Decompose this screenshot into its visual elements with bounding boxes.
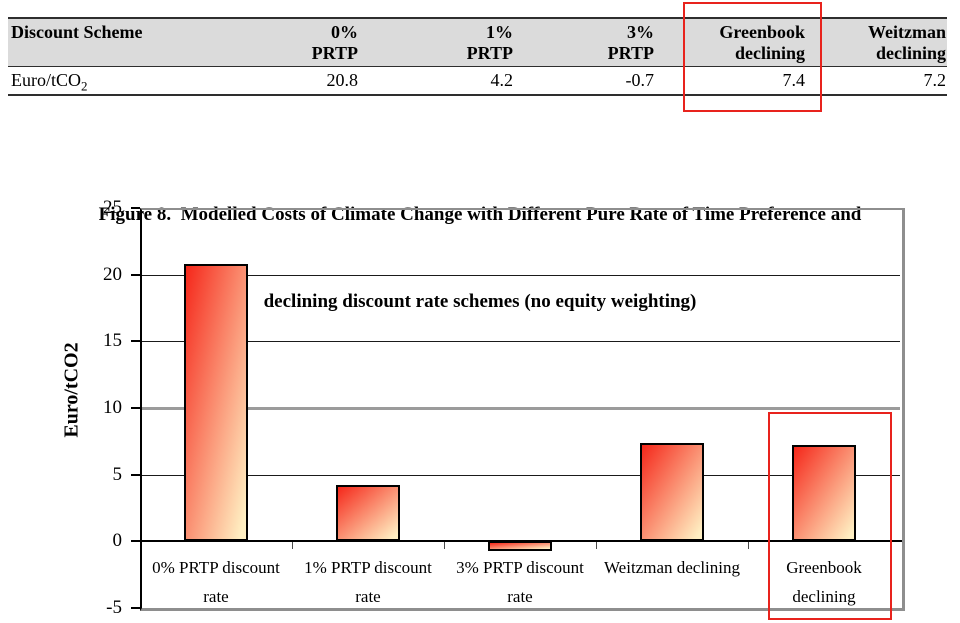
category-label-4: Weitzman declining [587, 553, 757, 582]
table-value-0-prtp: 20.8 [326, 70, 359, 90]
column-header-line1: Greenbook [719, 22, 805, 42]
y-tick-label-15: 15 [103, 330, 122, 352]
y-tick-label-5: 5 [112, 463, 123, 485]
row-label-subscript: 2 [81, 78, 88, 94]
gridline-10 [142, 407, 900, 410]
category-label-line: 3% PRTP discount [456, 558, 584, 577]
y-tick-label--5: -5 [106, 597, 122, 618]
category-label-line: Greenbook [786, 558, 862, 577]
x-tick-mark-3 [596, 541, 597, 550]
y-axis-title: Euro/tCO2 [60, 342, 83, 438]
y-tick-mark-25 [131, 207, 140, 209]
bar-greenbook-declining [792, 445, 856, 542]
category-label-1: 0% PRTP discount rate [131, 553, 301, 611]
discount-scheme-table: Discount Scheme 0% PRTP 1% PRTP 3% PRTP … [8, 17, 947, 96]
category-label-line: rate [203, 587, 229, 606]
column-header-line1: Weitzman [868, 22, 946, 42]
category-label-line: rate [355, 587, 381, 606]
bar-0-prtp-discount-rate [184, 264, 248, 542]
column-header-line2: declining [875, 43, 946, 63]
table-value-greenbook: 7.4 [782, 70, 806, 90]
row-label-text: Euro/tCO [11, 70, 81, 90]
category-label-line: rate [507, 587, 533, 606]
column-header-discount-scheme: Discount Scheme [8, 22, 238, 66]
table-data-row: Euro/tCO2 20.8 4.2 -0.7 7.4 7.2 [8, 67, 947, 94]
row-label-euro-tco2: Euro/tCO2 [8, 67, 238, 94]
x-tick-mark-2 [444, 541, 445, 550]
y-tick-label-10: 10 [103, 397, 122, 418]
bar-1-prtp-discount-rate [336, 485, 400, 542]
column-header-line2: PRTP [466, 43, 513, 63]
column-header-line1: 3% [627, 22, 654, 42]
x-tick-mark-4 [748, 541, 749, 550]
highlight-box-chart-greenbook [768, 412, 892, 620]
figure-caption-line2: declining discount rate schemes (no equi… [263, 291, 697, 312]
gridline-5 [142, 474, 900, 476]
column-header-weitzman-declining: Weitzman declining [805, 22, 946, 66]
table-value-weitzman: 7.2 [923, 70, 947, 90]
column-header-line1: Discount Scheme [11, 22, 143, 42]
y-tick-mark-5 [131, 473, 140, 476]
y-tick-label-25: 25 [103, 197, 122, 218]
column-header-line2: PRTP [311, 43, 358, 63]
y-tick-mark-15 [131, 340, 140, 343]
table-value-3-prtp: -0.7 [625, 70, 655, 90]
category-label-2: 1% PRTP discount rate [283, 553, 453, 611]
category-label-line: Weitzman declining [604, 558, 740, 577]
plot-area [140, 208, 905, 611]
table-top-border [8, 17, 947, 19]
column-header-line1: 1% [486, 22, 513, 42]
highlight-box-table-greenbook [683, 2, 822, 112]
y-tick-mark-20 [131, 273, 140, 276]
column-header-line2: PRTP [607, 43, 654, 63]
table-value-1-prtp: 4.2 [490, 70, 514, 90]
column-header-3-prtp: 3% PRTP [513, 22, 654, 66]
category-label-3: 3% PRTP discount rate [435, 553, 605, 611]
table-bottom-border [8, 94, 947, 96]
column-header-greenbook-declining: Greenbook declining [654, 22, 805, 66]
y-tick-mark-0 [131, 540, 140, 543]
gridline-20 [142, 274, 900, 276]
column-header-line1: 0% [331, 22, 358, 42]
column-header-0-prtp: 0% PRTP [238, 22, 358, 66]
bar-weitzman-declining [640, 442, 704, 542]
column-header-1-prtp: 1% PRTP [358, 22, 513, 66]
category-label-line: declining [792, 587, 856, 606]
gridline-15 [142, 341, 900, 343]
category-label-5: Greenbook declining [739, 553, 909, 611]
column-header-line2: declining [734, 43, 805, 63]
y-tick-mark--5 [131, 607, 140, 609]
bar-3-prtp-discount-rate [488, 541, 552, 551]
y-tick-mark-10 [131, 407, 140, 409]
y-tick-label-0: 0 [112, 530, 123, 552]
x-axis-baseline [140, 540, 902, 543]
table-header-row: Discount Scheme 0% PRTP 1% PRTP 3% PRTP … [8, 19, 947, 67]
category-label-line: 1% PRTP discount [304, 558, 432, 577]
x-tick-mark-1 [292, 541, 293, 550]
y-tick-label-20: 20 [103, 263, 122, 285]
category-label-line: 0% PRTP discount [152, 558, 280, 577]
